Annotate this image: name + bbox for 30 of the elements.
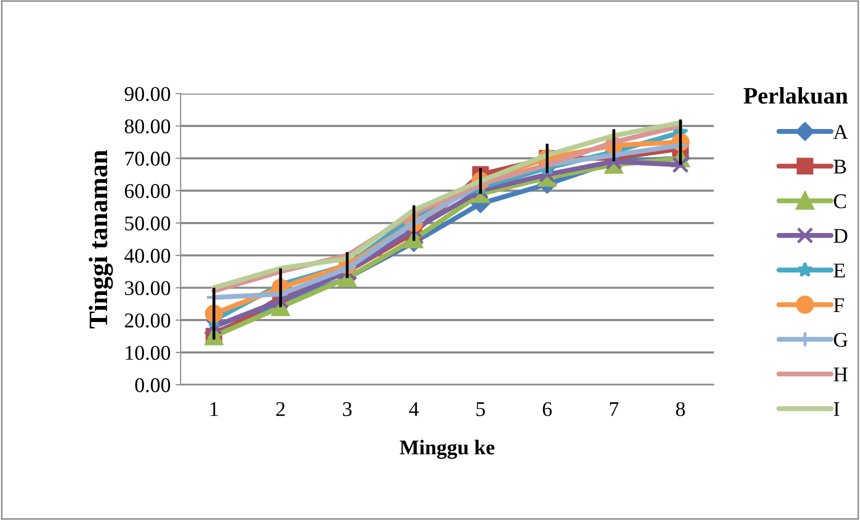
legend-label: F <box>834 298 844 312</box>
y-tick-label: 40.00 <box>124 248 170 263</box>
y-tick-label: 30.00 <box>125 281 170 296</box>
legend-label: B <box>834 160 846 174</box>
legend-label: E <box>834 264 845 278</box>
x-tick-label: 3 <box>343 402 352 416</box>
y-tick-label: 80.00 <box>124 119 170 134</box>
x-tick-label: 5 <box>476 402 485 416</box>
legend-label: C <box>834 194 846 208</box>
x-tick-label: 2 <box>276 402 285 416</box>
x-tick-label: 1 <box>210 402 218 416</box>
y-tick-label: 0.00 <box>135 378 170 392</box>
x-axis-title: Minggu ke <box>400 440 494 459</box>
legend-label: D <box>834 229 848 243</box>
y-tick-label: 20.00 <box>124 313 170 328</box>
x-tick-label: 7 <box>610 402 618 416</box>
legend-label: H <box>834 368 848 382</box>
y-tick-label: 70.00 <box>125 152 170 166</box>
legend-label: I <box>834 402 840 416</box>
y-tick-label: 60.00 <box>124 184 170 198</box>
legend-label: G <box>834 332 848 347</box>
legend-label: A <box>833 125 848 139</box>
y-tick-label: 90.00 <box>124 86 170 102</box>
x-tick-label: 8 <box>676 402 685 416</box>
y-tick-label: 10.00 <box>126 346 170 360</box>
x-tick-label: 6 <box>542 402 552 416</box>
legend-title: Perlakuan <box>744 87 848 104</box>
y-tick-label: 50.00 <box>125 216 170 231</box>
x-tick-label: 4 <box>409 402 419 416</box>
y-axis-title: Tinggi tanaman <box>88 150 113 328</box>
